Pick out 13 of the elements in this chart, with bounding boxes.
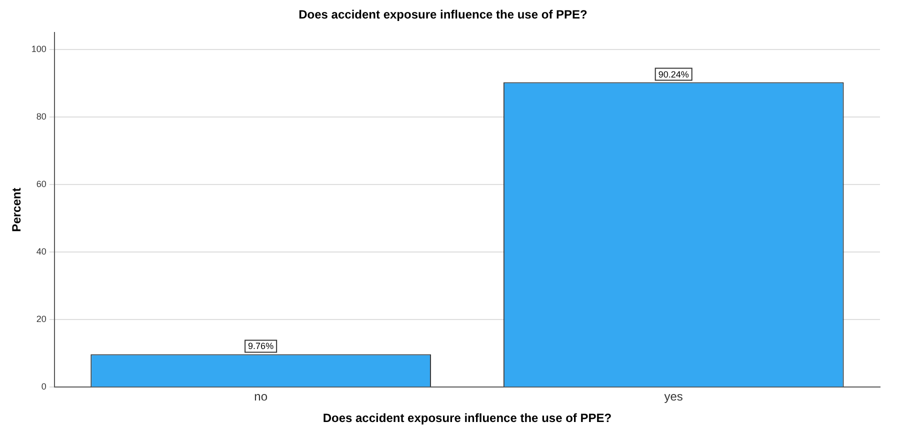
- data-label: 9.76%: [248, 341, 274, 352]
- y-axis-title: Percent: [10, 188, 24, 232]
- chart-title: Does accident exposure influence the use of PPE?: [298, 8, 588, 22]
- y-tick-label: 80: [36, 111, 46, 122]
- x-tick-label: yes: [664, 390, 683, 404]
- y-tick-label: 0: [41, 382, 46, 392]
- y-tick-label: 100: [31, 44, 46, 54]
- y-tick-label: 40: [36, 246, 46, 257]
- y-tick-label: 60: [36, 178, 46, 189]
- x-axis-title: Does accident exposure influence the use of PPE?: [322, 411, 612, 426]
- y-tick-label: 20: [36, 314, 46, 324]
- x-tick-label: no: [254, 390, 268, 404]
- data-label: 90.24%: [658, 69, 689, 80]
